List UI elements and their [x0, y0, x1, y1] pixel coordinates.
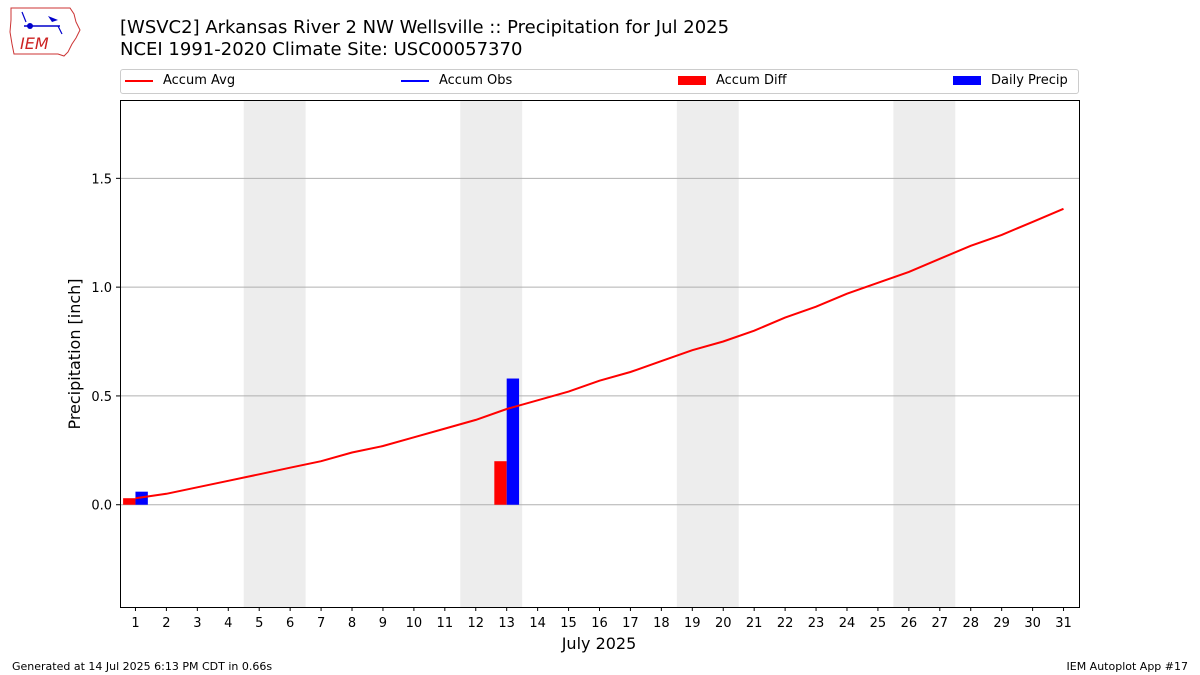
footer-app: IEM Autoplot App #17	[1066, 660, 1189, 673]
y-tick-label: 1.0	[91, 281, 112, 296]
x-tick-label: 14	[529, 616, 546, 631]
y-tick-label: 1.5	[91, 172, 112, 187]
chart-legend: Accum Avg Accum Obs Accum Diff Daily Pre…	[120, 69, 1079, 94]
x-tick-label: 8	[348, 616, 356, 631]
x-tick-label: 7	[317, 616, 325, 631]
legend-label: Accum Avg	[163, 73, 236, 88]
weekend-shade	[243, 100, 306, 607]
legend-item-daily-precip: Daily Precip	[953, 73, 1068, 88]
x-tick-label: 5	[255, 616, 263, 631]
x-tick-label: 30	[1024, 616, 1041, 631]
daily-precip-bar	[506, 378, 520, 505]
x-tick-label: 18	[653, 616, 670, 631]
x-tick-label: 23	[808, 616, 825, 631]
x-tick-label: 10	[406, 616, 423, 631]
chart-title: [WSVC2] Arkansas River 2 NW Wellsville :…	[120, 17, 730, 38]
x-tick-label: 11	[437, 616, 454, 631]
x-tick-label: 28	[962, 616, 979, 631]
x-tick-label: 24	[839, 616, 856, 631]
accum-diff-bar	[123, 498, 136, 505]
x-tick-label: 25	[870, 616, 887, 631]
legend-label: Accum Diff	[716, 73, 787, 88]
legend-item-accum-avg: Accum Avg	[125, 73, 235, 88]
chart-subtitle: NCEI 1991-2020 Climate Site: USC00057370	[120, 39, 523, 60]
x-tick-label: 21	[746, 616, 763, 631]
legend-swatch	[125, 79, 153, 82]
accum-avg-line	[135, 207, 1064, 500]
x-tick-label: 26	[901, 616, 918, 631]
x-tick-label: 6	[286, 616, 294, 631]
x-tick-label: 1	[131, 616, 139, 631]
legend-swatch	[953, 76, 981, 85]
x-tick-label: 12	[467, 616, 484, 631]
legend-item-accum-diff: Accum Diff	[678, 73, 787, 88]
legend-label: Daily Precip	[991, 73, 1068, 88]
x-tick-label: 13	[498, 616, 515, 631]
x-tick-label: 4	[224, 616, 232, 631]
footer-generated: Generated at 14 Jul 2025 6:13 PM CDT in …	[12, 660, 273, 673]
x-tick-label: 19	[684, 616, 701, 631]
legend-label: Accum Obs	[439, 73, 513, 88]
y-tick-label: 0.0	[91, 499, 112, 514]
y-tick-label: 0.5	[91, 390, 112, 405]
weekend-shade	[676, 100, 739, 607]
x-tick-label: 17	[622, 616, 639, 631]
iem-logo: IEM	[8, 4, 82, 60]
accum-diff-bar	[494, 461, 507, 505]
weekend-shade	[460, 100, 523, 607]
x-tick-label: 22	[777, 616, 794, 631]
x-tick-label: 29	[993, 616, 1010, 631]
legend-swatch	[678, 76, 706, 85]
x-tick-label: 20	[715, 616, 732, 631]
x-tick-label: 2	[162, 616, 170, 631]
x-tick-label: 15	[560, 616, 577, 631]
legend-swatch	[401, 79, 429, 82]
x-axis-label: July 2025	[561, 634, 637, 653]
x-tick-label: 16	[591, 616, 608, 631]
iowa-map-icon: IEM	[9, 7, 81, 57]
x-tick-label: 3	[193, 616, 201, 631]
weekend-shade	[893, 100, 956, 607]
y-axis-label: Precipitation [inch]	[65, 278, 84, 429]
legend-item-accum-obs: Accum Obs	[401, 73, 512, 88]
logo-text: IEM	[20, 34, 49, 53]
x-tick-label: 9	[379, 616, 387, 631]
x-tick-label: 31	[1055, 616, 1072, 631]
x-tick-label: 27	[932, 616, 949, 631]
